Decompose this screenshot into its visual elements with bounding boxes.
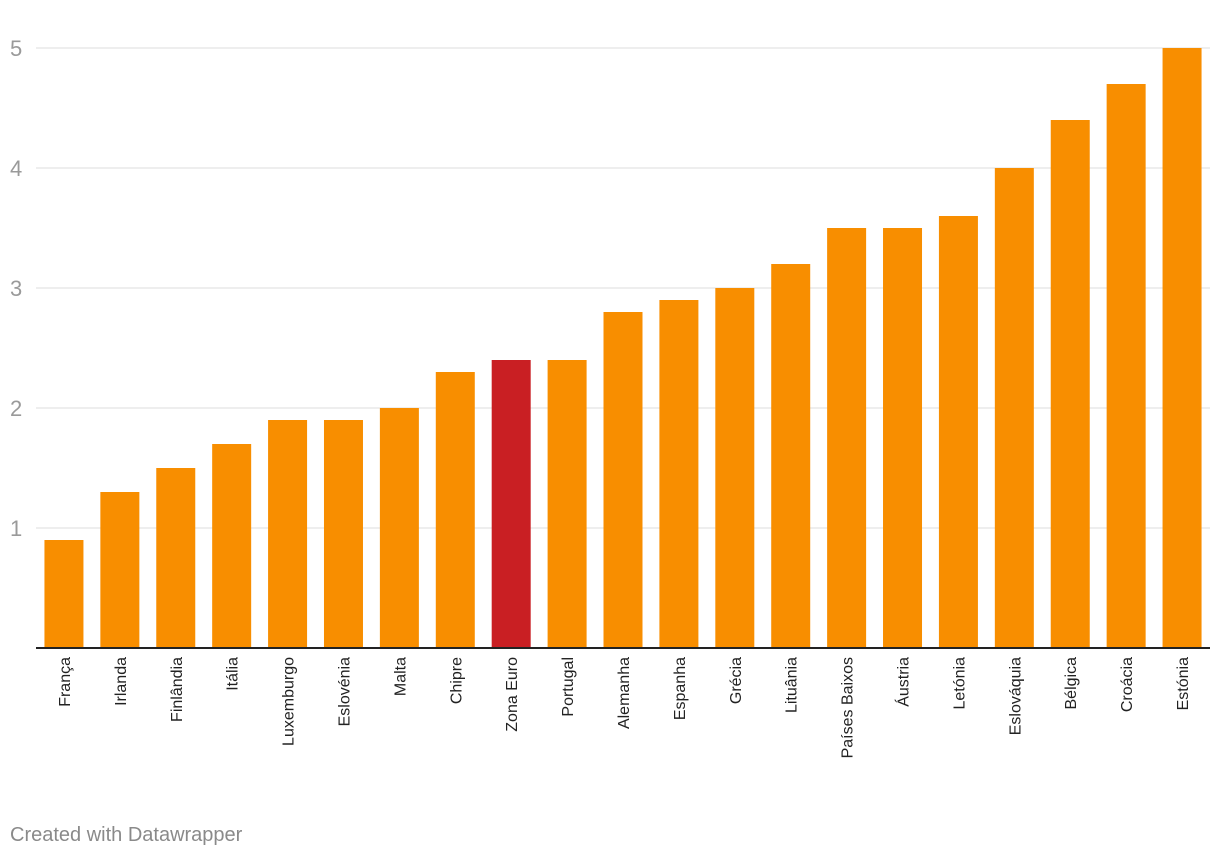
bar-8 — [491, 360, 531, 648]
bar-5 — [323, 420, 363, 648]
y-tick-label: 3 — [10, 276, 22, 301]
bar-20 — [1162, 48, 1202, 648]
bar-0 — [44, 540, 84, 648]
bar-6 — [379, 408, 419, 648]
x-tick-label: Eslováquia — [1007, 657, 1024, 735]
x-tick-label: Luxemburgo — [281, 657, 298, 746]
bar-3 — [212, 444, 252, 648]
bar-4 — [268, 420, 308, 648]
x-tick-label: Áustria — [894, 657, 913, 707]
x-tick-label: Letónia — [951, 657, 968, 710]
x-tick-label: Irlanda — [113, 657, 130, 706]
x-tick-label: Zona Euro — [504, 657, 521, 732]
x-tick-label: Grécia — [728, 657, 745, 704]
x-tick-label: Itália — [225, 657, 242, 691]
x-axis-ticks: França Irlanda Finlândia Itália Luxemburgo Es… — [57, 657, 1192, 758]
bar-9 — [547, 360, 587, 648]
bar-17 — [994, 168, 1034, 648]
bar-16 — [938, 216, 978, 648]
y-tick-label: 5 — [10, 36, 22, 61]
bars — [44, 48, 1202, 648]
x-tick-label: Finlândia — [169, 657, 186, 722]
x-tick-label: Estónia — [1175, 657, 1192, 710]
bar-chart: 1 2 3 4 5 França Irlanda Finlândia Itália Luxemb… — [10, 36, 1210, 758]
x-tick-label: Croácia — [1119, 657, 1136, 712]
bar-18 — [1050, 120, 1090, 648]
bar-7 — [435, 372, 475, 648]
x-tick-label: Espanha — [672, 657, 689, 720]
y-tick-label: 4 — [10, 156, 22, 181]
x-tick-label: Eslovénia — [336, 657, 353, 726]
x-tick-label: Bélgica — [1063, 657, 1080, 710]
y-tick-label: 1 — [10, 516, 22, 541]
x-tick-label: Países Baixos — [840, 657, 857, 758]
x-tick-label: Malta — [392, 657, 409, 696]
x-tick-label: Portugal — [560, 657, 577, 717]
credit-text: Created with Datawrapper — [10, 824, 243, 846]
x-tick-label: França — [57, 657, 74, 707]
bar-10 — [603, 312, 643, 648]
bar-2 — [156, 468, 196, 648]
bar-19 — [1106, 84, 1146, 648]
bar-13 — [771, 264, 811, 648]
y-axis-ticks: 1 2 3 4 5 — [10, 36, 22, 541]
x-tick-label: Alemanha — [616, 657, 633, 729]
bar-11 — [659, 300, 699, 648]
x-tick-label: Chipre — [448, 657, 465, 704]
bar-12 — [715, 288, 755, 648]
y-tick-label: 2 — [10, 396, 22, 421]
bar-15 — [883, 228, 923, 648]
bar-1 — [100, 492, 140, 648]
bar-14 — [827, 228, 867, 648]
x-tick-label: Lituânia — [784, 657, 801, 713]
